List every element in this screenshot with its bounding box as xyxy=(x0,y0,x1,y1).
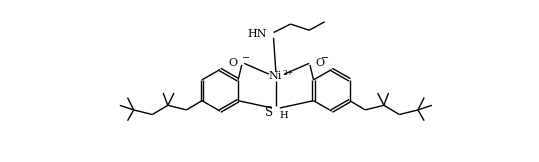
Text: 2+: 2+ xyxy=(283,69,294,77)
Text: S: S xyxy=(265,106,273,119)
Text: HN: HN xyxy=(248,29,267,39)
Text: O: O xyxy=(315,58,324,68)
Text: −: − xyxy=(321,54,329,63)
Text: H: H xyxy=(280,111,288,120)
Text: −: − xyxy=(242,54,250,63)
Text: Ni: Ni xyxy=(268,71,282,81)
Text: O: O xyxy=(229,58,238,68)
